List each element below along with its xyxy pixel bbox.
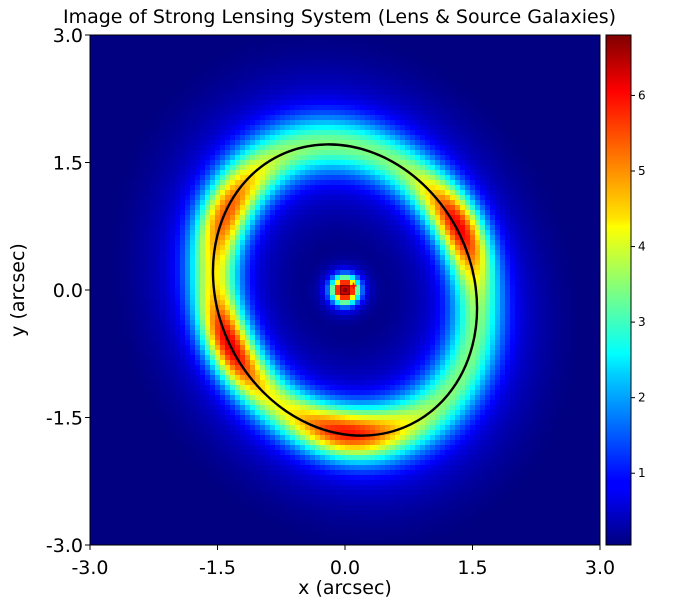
x-tick-label: 1.5	[457, 557, 487, 579]
colorbar-tick-label: 3	[638, 315, 646, 329]
colorbar	[605, 34, 632, 546]
y-tick-label: -1.5	[46, 408, 83, 430]
y-axis-label: y (arcsec)	[7, 243, 29, 337]
y-tick-label: -3.0	[46, 535, 83, 557]
source-position-marker	[350, 282, 357, 289]
x-axis: -3.0 -1.5 0.0 1.5 3.0	[71, 545, 615, 579]
colorbar-axis: 1 2 3 4 5 6	[631, 88, 646, 480]
critical-curve	[211, 143, 479, 437]
chart-title: Image of Strong Lensing System (Lens & S…	[62, 6, 617, 28]
colorbar-tick-label: 1	[638, 466, 646, 480]
y-tick-label: 1.5	[53, 153, 83, 175]
y-tick-label: 0.0	[53, 280, 83, 302]
y-axis: -3.0 -1.5 0.0 1.5 3.0	[46, 25, 90, 557]
colorbar-tick-label: 4	[638, 240, 646, 254]
colorbar-tick-label: 5	[638, 164, 646, 178]
y-tick-label: 3.0	[53, 25, 83, 47]
x-axis-label: x (arcsec)	[298, 577, 392, 599]
x-tick-label: 0.0	[330, 557, 360, 579]
colorbar-tick-label: 2	[638, 391, 646, 405]
lens-center-marker	[341, 286, 349, 294]
x-tick-label: 3.0	[585, 557, 615, 579]
x-tick-label: -3.0	[71, 557, 108, 579]
colorbar-tick-label: 6	[638, 88, 646, 102]
x-tick-label: -1.5	[199, 557, 236, 579]
